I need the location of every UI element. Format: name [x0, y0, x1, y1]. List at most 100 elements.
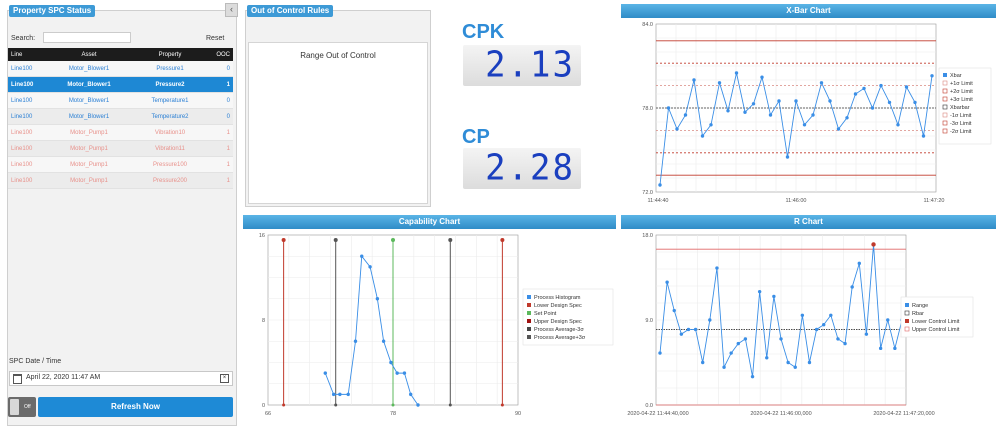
reset-button[interactable]: Reset	[206, 35, 225, 42]
range-point	[729, 351, 733, 355]
cpk-label: CPK	[462, 21, 505, 43]
spec-marker-top	[333, 238, 338, 242]
xbar-point	[726, 109, 730, 113]
histogram-point	[402, 371, 407, 375]
cpk-value: 2.13	[485, 44, 575, 86]
capability-chart-header: Capability Chart	[243, 215, 616, 229]
column-header-ooc[interactable]: OOC	[206, 48, 233, 61]
range-point	[822, 323, 826, 327]
r-chart: 0.0 9.0 18.0 2020-04-22 11:44:40,000 2020-04…	[627, 233, 974, 417]
y-tick-label: 78.0	[642, 106, 653, 112]
xbar-point	[717, 81, 722, 85]
cell-asset: Motor_Blower1	[44, 108, 134, 125]
cell-asset: Motor_Pump1	[44, 172, 134, 189]
range-point	[850, 285, 854, 289]
legend-swatch	[527, 319, 531, 323]
xbar-point	[683, 113, 688, 117]
y-tick-label: 16	[259, 233, 265, 239]
y-tick-label: 0	[262, 403, 265, 409]
toggle-label: Off	[24, 404, 31, 410]
refresh-now-button[interactable]: Refresh Now	[38, 397, 233, 417]
cell-ooc: 1	[206, 124, 233, 141]
cell-asset: Motor_Pump1	[44, 124, 134, 141]
range-point	[843, 341, 847, 346]
ooc-rule-item[interactable]: Range Out of Control	[300, 51, 376, 60]
cell-line: Line100	[8, 172, 44, 189]
histogram-point	[416, 403, 420, 407]
ooc-rules-list: Range Out of Control	[248, 42, 428, 204]
search-input[interactable]	[43, 32, 131, 43]
cell-property: Temperature2	[134, 108, 206, 125]
xbar-point	[921, 134, 926, 138]
legend-swatch	[942, 96, 948, 102]
clear-date-icon[interactable]: ×	[220, 374, 229, 383]
date-picker[interactable]: April 22, 2020 11:47 AM ×	[9, 371, 233, 386]
table-row[interactable]: Line100 Motor_Pump1 Vibration10 1	[8, 124, 233, 141]
cell-property: Pressure100	[134, 156, 206, 173]
histogram-point	[353, 339, 358, 343]
histogram-point	[381, 339, 386, 343]
range-point	[886, 318, 890, 322]
xbar-point	[879, 83, 883, 88]
range-point	[857, 261, 861, 266]
range-point	[772, 294, 776, 299]
x-tick-label: 11:46:00	[785, 198, 806, 204]
xbar-point	[743, 110, 747, 114]
legend-swatch	[527, 335, 531, 339]
x-tick-label: 11:44:40	[647, 198, 668, 204]
table-row[interactable]: Line100 Motor_Blower1 Temperature1 0	[8, 92, 233, 109]
xbar-point	[785, 155, 790, 159]
range-point	[864, 332, 869, 336]
date-label: SPC Date / Time	[9, 358, 62, 365]
legend-swatch	[942, 88, 948, 94]
histogram-point	[323, 371, 327, 375]
table-row[interactable]: Line100 Motor_Blower1 Temperature2 0	[8, 108, 233, 125]
xbar-point	[930, 74, 934, 78]
range-point	[715, 266, 719, 270]
column-header-line[interactable]: Line	[8, 48, 44, 61]
cpk-display: 2.13	[463, 44, 581, 86]
legend-swatch	[527, 295, 531, 299]
legend-label: +3σ Limit	[950, 97, 973, 103]
xbar-point	[887, 100, 892, 105]
table-row[interactable]: Line100 Motor_Pump1 Pressure100 1	[8, 156, 233, 173]
auto-refresh-toggle[interactable]: Off	[8, 397, 36, 417]
table-header: Line Asset Property OOC	[8, 48, 233, 61]
legend-label: Xbarbar	[950, 105, 970, 111]
x-tick-label: 90	[515, 411, 521, 417]
histogram-point	[346, 392, 350, 397]
x-tick-label: 66	[265, 411, 271, 417]
table-row[interactable]: Line100 Motor_Pump1 Pressure200 1	[8, 172, 233, 189]
xbar-point	[913, 100, 917, 105]
xbar-point	[802, 123, 807, 127]
collapse-button[interactable]: ‹	[225, 3, 238, 17]
xbar-point	[658, 183, 662, 187]
legend-swatch	[943, 73, 947, 77]
range-point	[701, 360, 705, 365]
range-point	[807, 360, 812, 365]
column-header-property[interactable]: Property	[134, 48, 206, 61]
legend-label: Process Average-3σ	[534, 327, 584, 333]
legend-label: Process Histogram	[534, 295, 581, 301]
column-header-asset[interactable]: Asset	[44, 48, 134, 61]
xbar-point	[853, 92, 858, 96]
range-point	[779, 337, 783, 341]
xbar-point	[675, 127, 679, 131]
table-row[interactable]: Line100 Motor_Blower1 Pressure2 1	[8, 76, 233, 93]
range-point	[786, 360, 790, 365]
x-tick-label: 78	[390, 411, 396, 417]
xbar-point	[870, 106, 875, 110]
x-tick-label: 2020-04-22 11:44:40,000	[627, 411, 688, 417]
histogram-point	[389, 360, 393, 365]
range-point	[793, 365, 797, 369]
legend-label: Rbar	[912, 311, 924, 317]
legend-swatch	[942, 128, 948, 134]
histogram-point	[360, 254, 364, 258]
cell-property: Vibration11	[134, 140, 206, 157]
cell-property: Pressure200	[134, 172, 206, 189]
table-row[interactable]: Line100 Motor_Blower1 Pressure1 0	[8, 61, 233, 77]
legend-label: Process Average+3σ	[534, 335, 586, 341]
capability-chart: 0 8 16 66 78 90 Process Histogram Lower Design …	[259, 233, 614, 417]
table-row[interactable]: Line100 Motor_Pump1 Vibration11 1	[8, 140, 233, 157]
status-panel-title: Property SPC Status	[9, 5, 96, 17]
